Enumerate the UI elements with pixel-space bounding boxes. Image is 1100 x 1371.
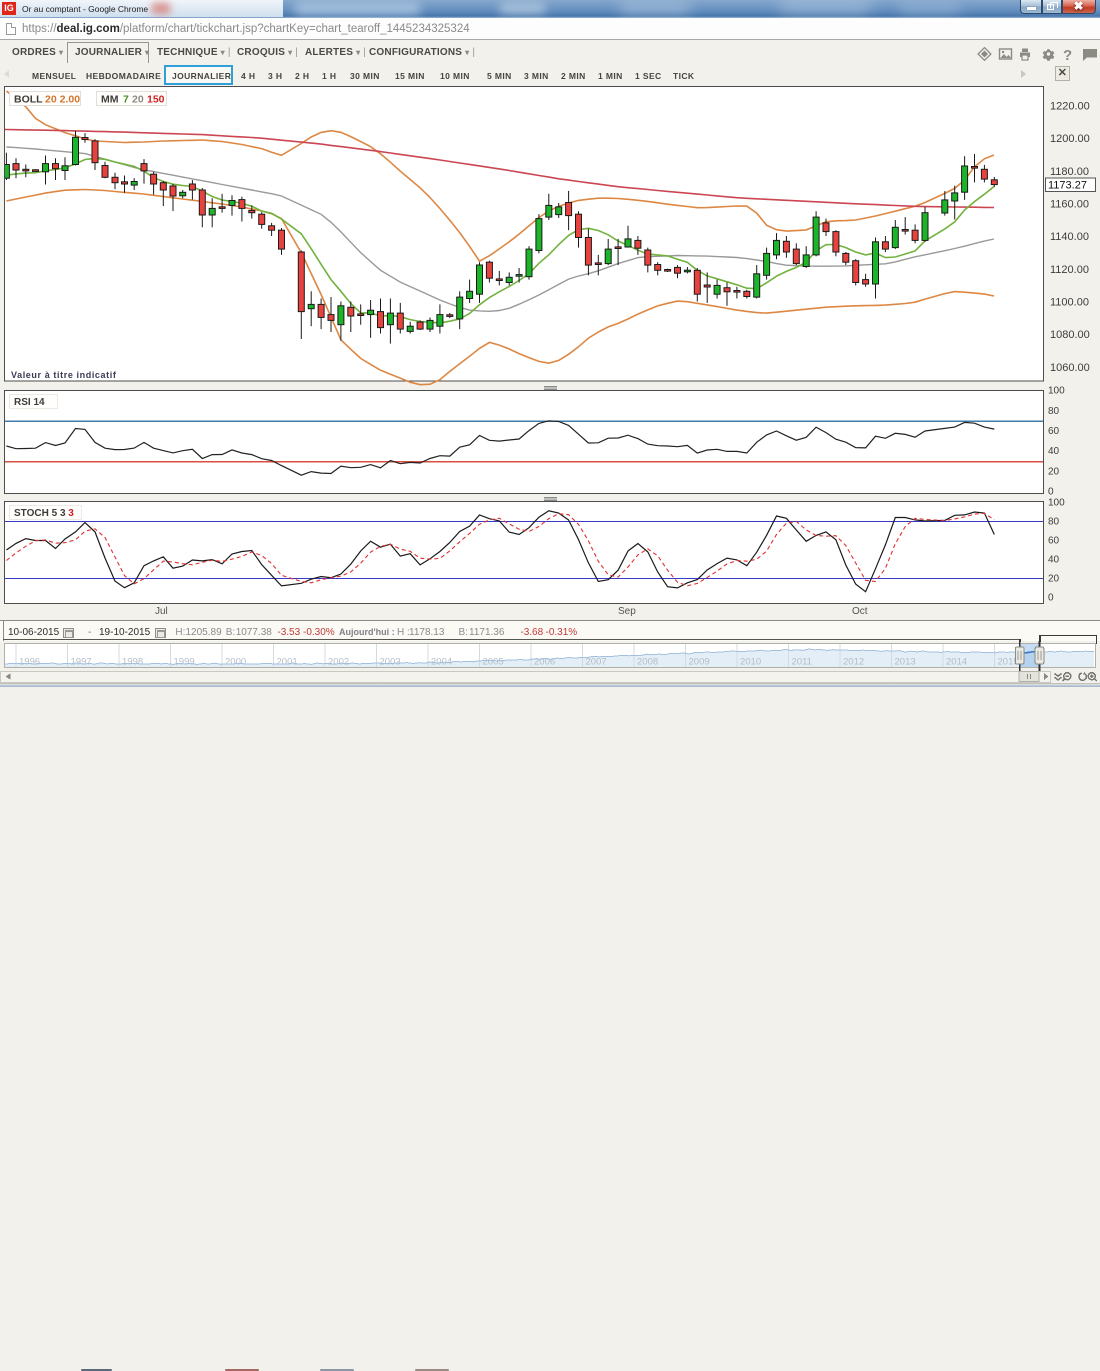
svg-text:0: 0 xyxy=(1048,593,1054,604)
svg-text:2009: 2009 xyxy=(689,657,710,668)
svg-text:2006: 2006 xyxy=(534,657,555,668)
svg-text:2013: 2013 xyxy=(895,657,916,668)
svg-text:2001: 2001 xyxy=(277,657,298,668)
svg-text:MM: MM xyxy=(101,94,119,106)
svg-text:2015: 2015 xyxy=(998,657,1019,668)
svg-text:2011: 2011 xyxy=(792,657,812,668)
svg-text:?: ? xyxy=(1063,47,1072,61)
svg-text:STOCH 5 3 3: STOCH 5 3 3 xyxy=(14,508,74,519)
svg-text:7: 7 xyxy=(123,94,129,106)
svg-text:1998: 1998 xyxy=(122,657,143,668)
svg-text:20: 20 xyxy=(1048,574,1060,585)
svg-text:150: 150 xyxy=(147,94,165,106)
svg-text:1997: 1997 xyxy=(71,657,92,668)
svg-text:1060.00: 1060.00 xyxy=(1050,362,1090,374)
svg-text:Oct: Oct xyxy=(852,606,868,617)
svg-text:60: 60 xyxy=(1048,426,1060,437)
svg-text:2003: 2003 xyxy=(380,657,401,668)
svg-text:2010: 2010 xyxy=(740,657,761,668)
svg-text:40: 40 xyxy=(1048,446,1060,457)
svg-text:1160.00: 1160.00 xyxy=(1050,199,1089,211)
svg-text:2007: 2007 xyxy=(586,657,607,668)
svg-text:20 2.00: 20 2.00 xyxy=(45,94,80,106)
svg-text:1996: 1996 xyxy=(19,657,40,668)
svg-text:20: 20 xyxy=(1048,466,1060,477)
svg-text:1999: 1999 xyxy=(174,657,195,668)
svg-text:2005: 2005 xyxy=(483,657,504,668)
svg-text:0: 0 xyxy=(1048,487,1054,498)
svg-text:2014: 2014 xyxy=(946,657,967,668)
svg-text:20: 20 xyxy=(132,94,144,106)
svg-text:Sep: Sep xyxy=(618,606,636,617)
svg-text:Jul: Jul xyxy=(155,606,168,617)
svg-text:40: 40 xyxy=(1048,555,1060,566)
svg-text:1120.00: 1120.00 xyxy=(1050,264,1089,276)
svg-text:2000: 2000 xyxy=(225,657,246,668)
svg-text:100: 100 xyxy=(1048,386,1065,397)
svg-text:80: 80 xyxy=(1048,517,1060,528)
svg-text:RSI 14: RSI 14 xyxy=(14,397,45,408)
svg-text:1080.00: 1080.00 xyxy=(1050,329,1090,341)
svg-text:1220.00: 1220.00 xyxy=(1050,101,1090,113)
svg-text:100: 100 xyxy=(1048,498,1065,509)
svg-text:2008: 2008 xyxy=(637,657,658,668)
svg-text:80: 80 xyxy=(1048,406,1060,417)
svg-text:2002: 2002 xyxy=(328,657,349,668)
svg-text:1100.00: 1100.00 xyxy=(1050,297,1089,309)
svg-text:1140.00: 1140.00 xyxy=(1050,231,1089,243)
svg-text:1180.00: 1180.00 xyxy=(1050,166,1089,178)
svg-text:1200.00: 1200.00 xyxy=(1050,133,1090,145)
svg-text:60: 60 xyxy=(1048,536,1060,547)
svg-text:2012: 2012 xyxy=(843,657,864,668)
svg-text:BOLL: BOLL xyxy=(14,94,43,106)
svg-text:1173.27: 1173.27 xyxy=(1048,180,1087,192)
svg-text:Valeur à titre indicatif: Valeur à titre indicatif xyxy=(11,370,117,380)
